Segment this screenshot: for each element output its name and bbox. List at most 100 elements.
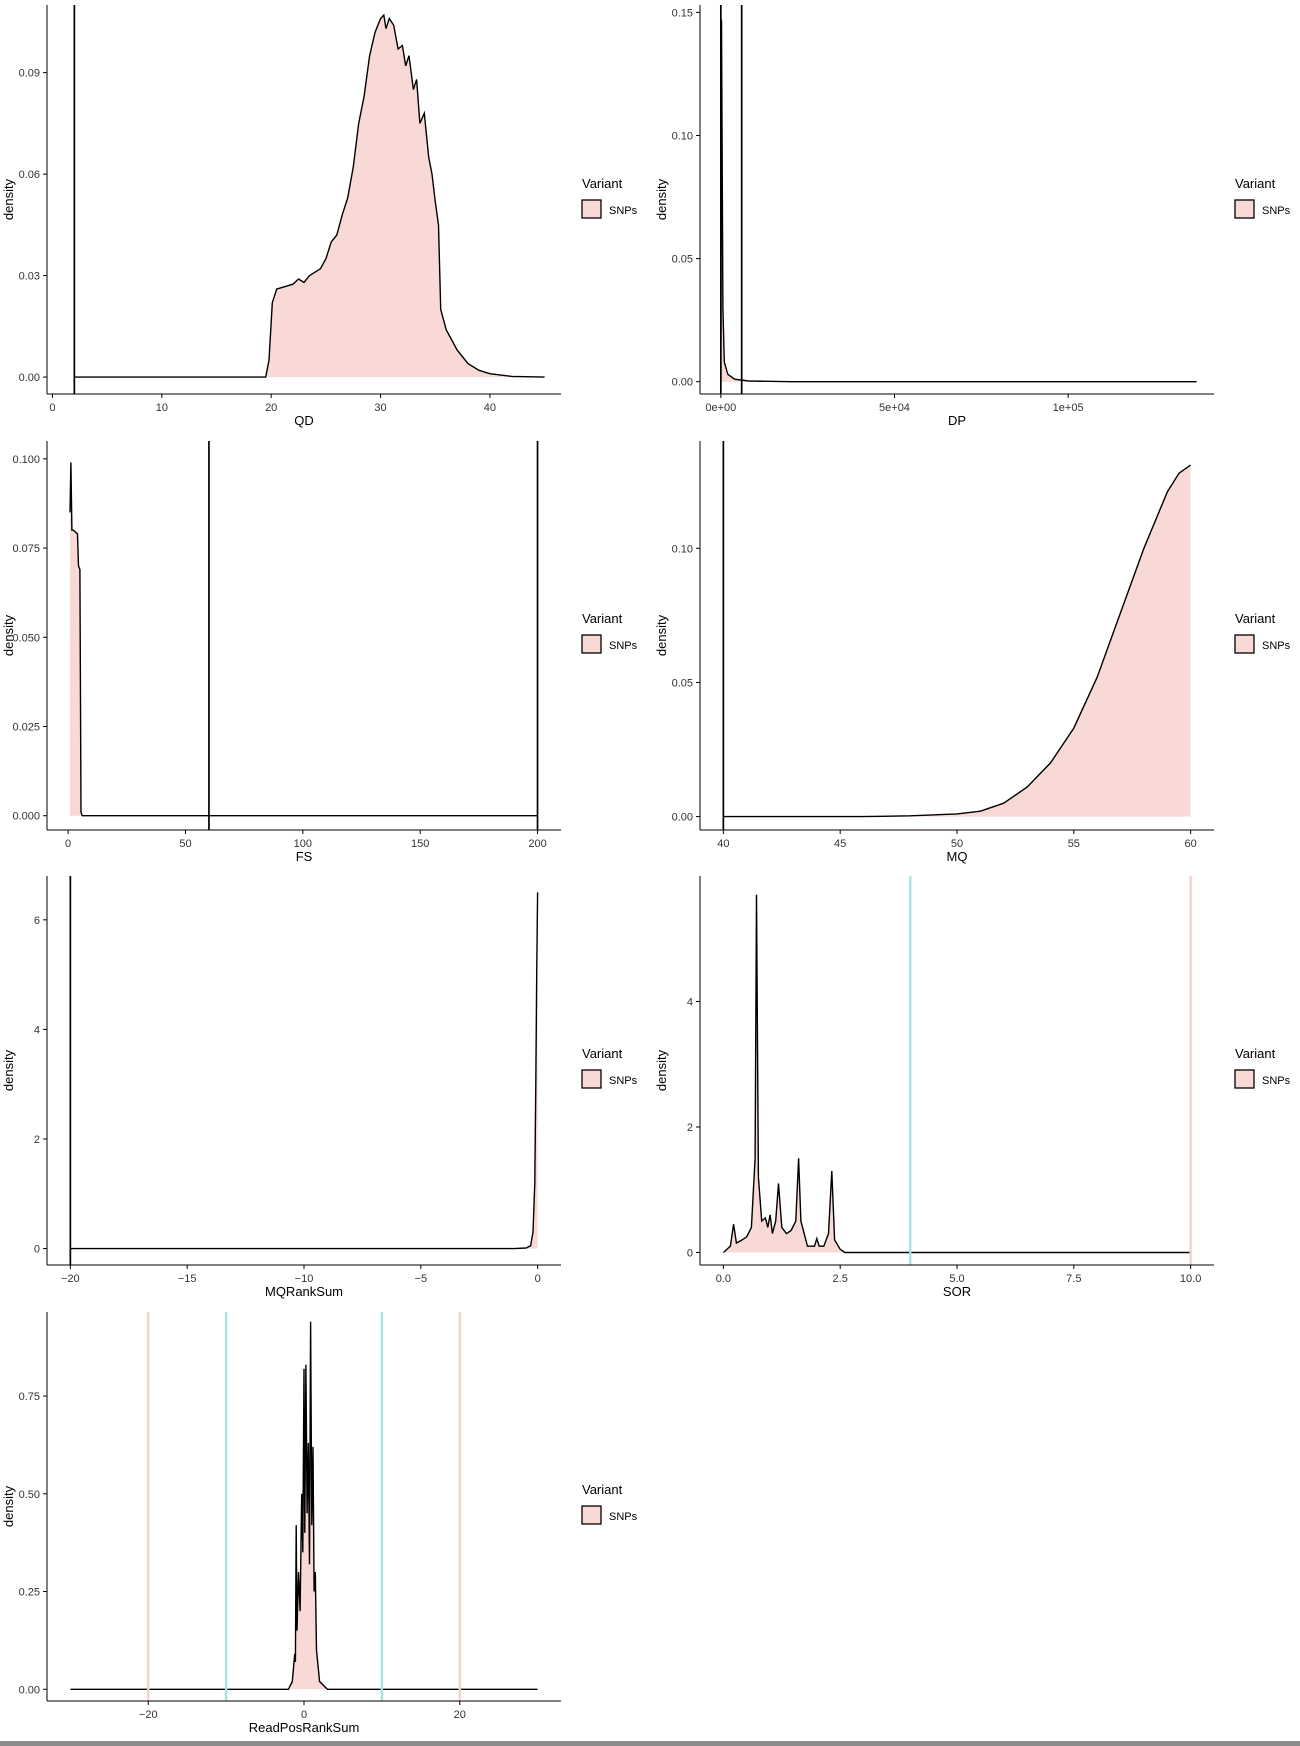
legend: Variant SNPs: [1234, 1046, 1291, 1089]
x-tick-label: −20: [139, 1709, 158, 1721]
legend-title: Variant: [582, 176, 623, 191]
y-tick-label: 0.05: [672, 677, 693, 689]
x-axis-title: ReadPosRankSum: [249, 1720, 360, 1735]
y-tick-label: 0.050: [12, 632, 40, 644]
x-tick-label: 5e+04: [879, 402, 910, 414]
density-line-mqranksum: [70, 892, 539, 1250]
density-area-sor: [723, 894, 1191, 1253]
density-line-sor: [722, 894, 1191, 1254]
x-tick-label: 7.5: [1066, 1273, 1081, 1285]
y-axis-title: density: [654, 1049, 669, 1091]
legend-key-swatch: [1234, 1069, 1255, 1089]
legend-title: Variant: [1235, 1046, 1276, 1061]
legend-item-label: SNPs: [609, 1075, 638, 1087]
legend-item-label: SNPs: [1262, 205, 1291, 217]
x-axis-title: MQRankSum: [265, 1284, 343, 1299]
x-tick-label: 5.0: [949, 1273, 964, 1285]
y-tick-label: 0.00: [19, 372, 40, 384]
x-tick-label: 40: [717, 838, 729, 850]
x-tick-label: −10: [295, 1273, 314, 1285]
legend-title: Variant: [582, 1482, 623, 1497]
chart-panel-qd: 0 10 20 30 40 0.00 0.03 0.06 0.09 QD density Varian…: [1, 5, 638, 428]
x-tick-label: 55: [1068, 838, 1080, 850]
y-tick-label: 0.075: [12, 543, 40, 555]
x-tick-label: 1e+05: [1053, 402, 1084, 414]
x-axis-title: FS: [296, 849, 313, 864]
y-tick-label: 0.100: [12, 454, 40, 466]
x-tick-label: 150: [411, 838, 429, 850]
legend-title: Variant: [582, 611, 623, 626]
x-tick-label: 10: [156, 402, 168, 414]
x-axis-title: MQ: [947, 849, 968, 864]
y-axis-title: density: [654, 614, 669, 656]
y-tick-label: 6: [34, 915, 40, 927]
x-tick-label: 200: [528, 838, 546, 850]
x-tick-label: 45: [834, 838, 846, 850]
y-tick-label: 0.000: [12, 811, 40, 823]
legend: Variant SNPs: [1234, 176, 1291, 219]
legend-key-swatch: [1234, 634, 1255, 654]
legend-item-label: SNPs: [1262, 1075, 1291, 1087]
density-line-qd: [74, 13, 545, 378]
x-tick-label: 0: [49, 402, 55, 414]
legend-title: Variant: [1235, 611, 1276, 626]
x-tick-label: −15: [178, 1273, 197, 1285]
x-tick-label: 100: [294, 838, 312, 850]
y-tick-label: 4: [34, 1024, 40, 1036]
density-area-fs: [70, 462, 538, 816]
legend-key-swatch: [1234, 199, 1255, 219]
y-tick-label: 0.03: [19, 271, 40, 283]
y-tick-label: 0.00: [672, 377, 693, 389]
y-tick-label: 0.10: [672, 543, 693, 555]
y-tick-label: 0.05: [672, 254, 693, 266]
x-tick-label: 0: [301, 1709, 307, 1721]
y-tick-label: 0: [687, 1247, 693, 1259]
bottom-scrollbar[interactable]: [0, 1741, 1300, 1746]
x-tick-label: 2.5: [833, 1273, 848, 1285]
y-axis-title: density: [1, 1485, 16, 1527]
density-line-readposranksum: [70, 1321, 538, 1690]
x-tick-label: −5: [415, 1273, 428, 1285]
legend: Variant SNPs: [581, 1046, 638, 1089]
x-tick-label: 50: [951, 838, 963, 850]
x-tick-label: 0e+00: [705, 402, 736, 414]
x-tick-label: 0: [535, 1273, 541, 1285]
y-tick-label: 0.09: [19, 68, 40, 80]
x-axis-title: SOR: [943, 1284, 971, 1299]
legend: Variant SNPs: [581, 1482, 638, 1525]
density-line-mq: [723, 464, 1192, 818]
x-tick-label: 20: [265, 402, 277, 414]
density-line-fs: [69, 462, 538, 817]
chart-panel-dp: 0e+00 5e+04 1e+05 0.00 0.05 0.10 0.15 DP density…: [654, 5, 1291, 428]
legend-item-label: SNPs: [1262, 640, 1291, 652]
x-tick-label: −20: [61, 1273, 80, 1285]
y-tick-label: 0.06: [19, 169, 40, 181]
legend-title: Variant: [582, 1046, 623, 1061]
x-tick-label: 10.0: [1180, 1273, 1201, 1285]
y-axis-title: density: [1, 614, 16, 656]
y-tick-label: 0.75: [19, 1391, 40, 1403]
x-tick-label: 20: [454, 1709, 466, 1721]
y-tick-label: 4: [687, 996, 693, 1008]
density-line-dp: [720, 19, 1197, 383]
chart-panel-fs: 0 50 100 150 200 0.000 0.025 0.050 0.075 0.100 FS d…: [1, 441, 638, 864]
legend-title: Variant: [1235, 176, 1276, 191]
x-tick-label: 30: [374, 402, 386, 414]
x-axis-title: QD: [294, 413, 314, 428]
legend-item-label: SNPs: [609, 1511, 638, 1523]
y-tick-label: 0.10: [672, 130, 693, 142]
y-tick-label: 0.15: [672, 7, 693, 19]
legend: Variant SNPs: [581, 176, 638, 219]
chart-panel-sor: 0.0 2.5 5.0 7.5 10.0 0 2 4 SOR density Variant SNPs: [654, 876, 1291, 1299]
y-tick-label: 2: [687, 1122, 693, 1134]
legend-item-label: SNPs: [609, 205, 638, 217]
chart-panel-mq: 40 45 50 55 60 0.00 0.05 0.10 MQ density Variant SN…: [654, 441, 1291, 864]
legend-key-swatch: [581, 634, 602, 654]
density-area-mq: [723, 465, 1191, 817]
density-area-mqranksum: [70, 892, 538, 1249]
density-area-dp: [720, 19, 1197, 382]
legend-key-swatch: [581, 1069, 602, 1089]
y-tick-label: 0.25: [19, 1587, 40, 1599]
density-area-qd: [74, 15, 545, 378]
y-tick-label: 0.025: [12, 722, 40, 734]
